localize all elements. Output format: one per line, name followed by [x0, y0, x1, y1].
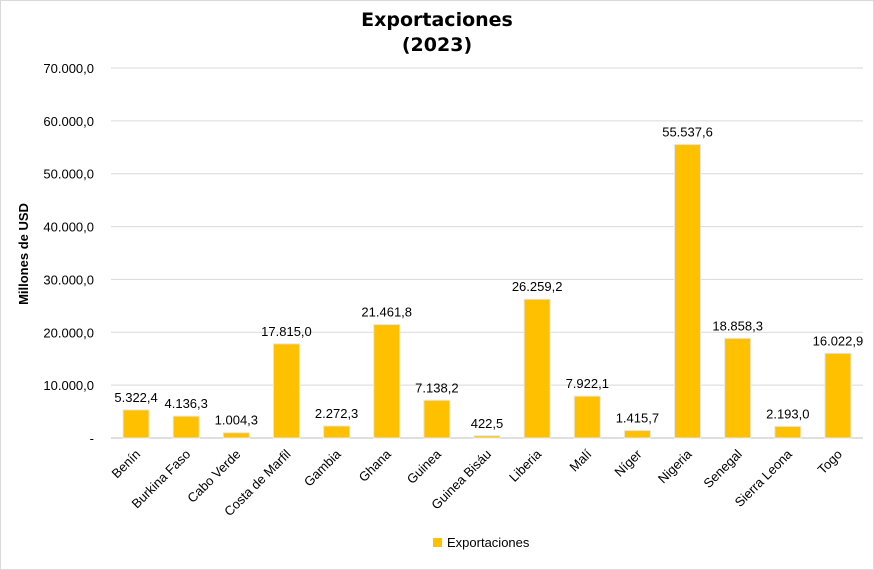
x-tick-label: Malí: [566, 446, 594, 474]
x-tick-label: Benín: [109, 447, 144, 482]
x-tick-label: Níger: [611, 446, 645, 480]
bars: [122, 143, 852, 439]
bar: [423, 399, 451, 439]
bar: [724, 337, 752, 439]
data-label: 1.415,7: [616, 411, 659, 426]
data-label: 2.193,0: [766, 406, 809, 421]
x-tick-label: Gambia: [301, 446, 344, 489]
data-label: 1.004,3: [215, 413, 258, 428]
bar: [473, 435, 501, 439]
bar: [172, 415, 200, 439]
y-tick-label: 70.000,0: [43, 61, 94, 76]
y-tick-labels: - 10.000,0 20.000,0 30.000,0 40.000,0 50.000,…: [43, 61, 94, 446]
y-tick-label: 60.000,0: [43, 114, 94, 129]
bar: [674, 143, 702, 439]
bar: [122, 409, 150, 439]
x-tick-label: Nigeria: [655, 446, 695, 486]
bar: [272, 343, 300, 439]
y-tick-label: 20.000,0: [43, 325, 94, 340]
bar: [774, 425, 802, 439]
data-label: 5.322,4: [114, 390, 157, 405]
x-tick-label: Ghana: [356, 446, 395, 485]
bar: [373, 324, 401, 439]
legend: Exportaciones: [433, 535, 530, 550]
x-tick-label: Guinea: [404, 446, 445, 487]
y-tick-label: 10.000,0: [43, 378, 94, 393]
data-label: 16.022,9: [813, 333, 864, 348]
bar: [323, 425, 351, 439]
y-tick-label: -: [90, 431, 94, 446]
chart-title: Exportaciones: [361, 9, 513, 31]
data-label: 17.815,0: [261, 324, 312, 339]
data-labels: 5.322,4 4.136,3 1.004,3 17.815,0 2.272,3 21.4…: [114, 124, 863, 430]
x-tick-label: Togo: [815, 447, 846, 478]
data-label: 7.922,1: [566, 376, 609, 391]
data-label: 18.858,3: [712, 318, 763, 333]
y-tick-label: 30.000,0: [43, 272, 94, 287]
data-label: 2.272,3: [315, 406, 358, 421]
bar: [573, 395, 601, 439]
y-axis-label: Millones de USD: [16, 203, 31, 305]
bar: [623, 430, 651, 439]
bar: [824, 352, 852, 439]
bar: [222, 432, 250, 439]
legend-label: Exportaciones: [447, 535, 530, 550]
y-tick-label: 40.000,0: [43, 220, 94, 235]
legend-swatch: [433, 538, 442, 547]
x-tick-label: Liberia: [506, 446, 545, 485]
data-label: 7.138,2: [415, 380, 458, 395]
data-label: 4.136,3: [165, 396, 208, 411]
bar: [523, 298, 551, 439]
x-tick-label: Senegal: [700, 446, 744, 490]
data-label: 422,5: [471, 416, 504, 431]
data-label: 55.537,6: [662, 124, 713, 139]
data-label: 26.259,2: [512, 279, 563, 294]
chart-subtitle: (2023): [402, 34, 472, 56]
data-label: 21.461,8: [361, 305, 412, 320]
y-tick-label: 50.000,0: [43, 167, 94, 182]
